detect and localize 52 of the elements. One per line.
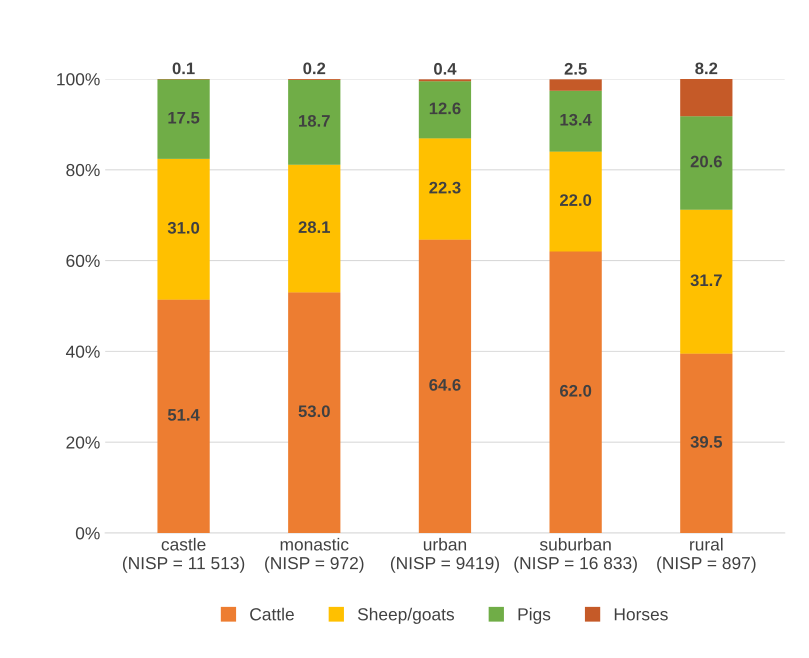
data-label: 0.2: [303, 62, 326, 74]
x-tick-label: monastic (NISP = 972): [265, 538, 364, 573]
bar: [157, 158, 210, 300]
data-label: 31.0: [168, 222, 200, 234]
bar: [288, 292, 340, 533]
x-tick-label: suburban (NISP = 16 833): [514, 538, 637, 573]
bar: [680, 78, 732, 116]
data-label: 13.4: [560, 114, 592, 126]
data-label: 28.1: [298, 221, 330, 234]
data-label: 64.6: [429, 379, 461, 391]
legend-label: Sheep/goats: [358, 608, 454, 624]
bar: [680, 116, 732, 210]
data-label: 39.5: [690, 436, 722, 448]
data-label: 22.0: [560, 194, 592, 206]
bar: [288, 80, 340, 165]
data-label: 53.0: [298, 405, 330, 418]
bar: [157, 300, 210, 533]
data-label: 18.7: [299, 114, 330, 127]
bar: [157, 79, 210, 159]
bar: [418, 240, 472, 533]
bar: [680, 210, 732, 354]
y-tick-label: 40%: [66, 346, 100, 358]
data-label: 31.7: [690, 274, 722, 286]
data-label: 8.2: [695, 62, 718, 74]
y-tick-label: 80%: [66, 164, 100, 176]
data-label: 2.5: [564, 62, 587, 75]
bar: [418, 138, 472, 240]
bar: [288, 164, 340, 292]
bar: [550, 90, 602, 152]
bar: [418, 81, 472, 138]
y-tick-label: 60%: [66, 254, 100, 268]
bar: [550, 251, 602, 533]
data-label: 12.6: [430, 102, 461, 114]
bar: [550, 152, 602, 252]
y-tick-label: 100%: [57, 73, 100, 86]
bar: [680, 354, 732, 533]
data-label: 62.0: [560, 384, 592, 397]
data-label: 22.3: [429, 182, 461, 194]
x-tick-label: castle (NISP = 11 513): [122, 538, 244, 573]
data-label: 0.1: [172, 62, 195, 74]
data-label: 0.4: [434, 62, 456, 75]
legend-label: Pigs: [518, 608, 550, 624]
data-label: 17.5: [168, 112, 200, 124]
y-tick-label: 20%: [66, 436, 100, 449]
legend-label: Horses: [614, 608, 668, 620]
x-tick-label: urban (NISP = 9419): [390, 538, 499, 573]
bar: [550, 79, 602, 91]
x-tick-label: rural (NISP = 897): [657, 538, 756, 573]
y-tick-label: 0%: [76, 527, 100, 540]
legend-label: Cattle: [250, 608, 294, 620]
data-label: 20.6: [690, 156, 722, 168]
data-label: 51.4: [168, 409, 200, 421]
